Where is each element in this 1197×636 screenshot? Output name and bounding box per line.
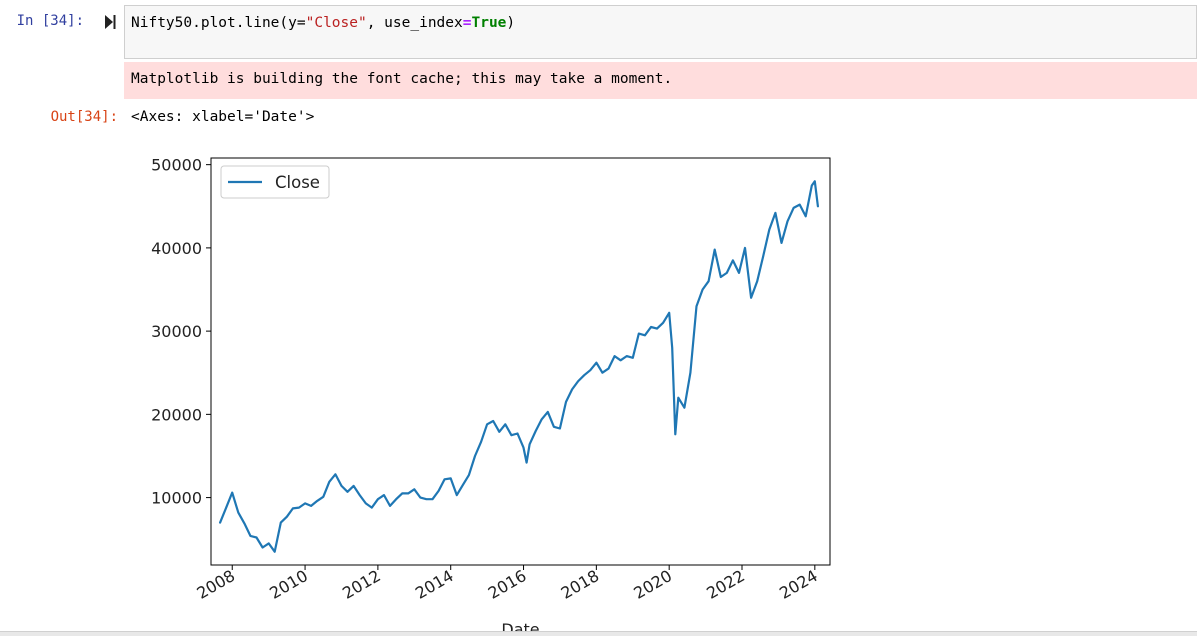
plot-area — [210, 157, 831, 566]
run-cell-icon[interactable] — [103, 14, 117, 30]
x-tick-label: 2018 — [558, 566, 603, 603]
output-repr: <Axes: xlabel='Date'> — [131, 109, 315, 125]
y-tick-label: 20000 — [151, 405, 202, 424]
code-operator: = — [462, 15, 472, 31]
y-tick-label: 30000 — [151, 322, 202, 341]
y-tick-label: 40000 — [151, 239, 202, 258]
y-tick-label: 50000 — [151, 156, 202, 175]
chart-legend: Close — [220, 165, 330, 199]
code-text-3: ) — [506, 15, 516, 31]
x-tick-label: 2012 — [339, 566, 384, 603]
output-prompt: Out[34]: — [50, 109, 118, 125]
code-cell-input[interactable]: Nifty50.plot.line(y="Close", use_index=T… — [124, 5, 1197, 59]
x-tick-label: 2014 — [412, 566, 457, 603]
x-tick-label: 2022 — [703, 566, 748, 603]
legend-box — [220, 165, 330, 199]
x-tick-label: 2010 — [266, 566, 311, 603]
input-prompt: In [34]: — [16, 13, 84, 29]
x-tick-label: 2016 — [485, 566, 530, 603]
code-text: Nifty50.plot.line(y= — [131, 15, 306, 31]
series-line-close — [219, 180, 820, 553]
x-tick-label: 2008 — [193, 566, 238, 603]
stderr-text: Matplotlib is building the font cache; t… — [131, 71, 673, 87]
stderr-output: Matplotlib is building the font cache; t… — [124, 62, 1197, 99]
code-line: Nifty50.plot.line(y="Close", use_index=T… — [131, 15, 515, 31]
legend-label: Close — [275, 173, 320, 192]
code-keyword: True — [471, 15, 507, 31]
horizontal-scrollbar[interactable] — [0, 631, 1197, 636]
code-text-2: , use_index — [366, 15, 463, 31]
x-tick-label: 2024 — [776, 566, 821, 603]
code-string: "Close" — [305, 15, 367, 31]
x-tick-label: 2020 — [630, 566, 675, 603]
y-tick-label: 10000 — [151, 489, 202, 508]
